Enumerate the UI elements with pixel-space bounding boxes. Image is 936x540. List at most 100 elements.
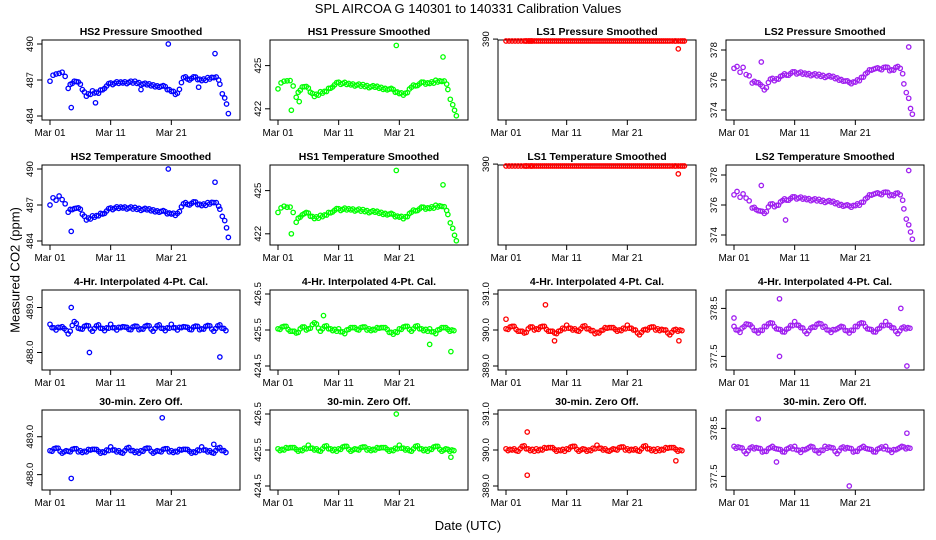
x-tick-label: Mar 11 [95, 253, 126, 264]
data-point [907, 105, 914, 112]
plot-frame [269, 39, 469, 121]
y-tick-label: 378.5 [709, 297, 720, 321]
data-point [509, 323, 515, 330]
plot-frame [725, 409, 925, 491]
data-point [673, 457, 679, 464]
x-tick-label: Mar 21 [612, 378, 644, 389]
data-point [679, 447, 685, 454]
data-point [360, 444, 366, 450]
data-point [618, 444, 625, 450]
page-title: SPL AIRCOA G 140301 to 140331 Calibratio… [314, 1, 622, 16]
data-point [210, 74, 217, 81]
data-points [503, 163, 688, 177]
data-points [47, 41, 232, 117]
data-point [402, 323, 409, 330]
data-point [217, 206, 223, 213]
data-point [528, 38, 535, 44]
x-tick-label: Mar 11 [551, 498, 582, 509]
x-tick-label: Mar 21 [384, 498, 416, 509]
x-tick-label: Mar 21 [384, 378, 416, 389]
data-point [221, 217, 228, 224]
data-points [731, 167, 916, 243]
data-point [675, 46, 682, 52]
data-point [451, 232, 458, 239]
data-point [903, 89, 910, 96]
x-tick-label: Mar 01 [262, 498, 294, 509]
data-point [449, 101, 456, 108]
data-point [527, 324, 534, 330]
panel-title: HS1 Pressure Smoothed [308, 26, 431, 38]
data-point [503, 163, 509, 169]
data-point [679, 327, 685, 334]
chart-panel: LS1 Pressure Smoothed Mar 01 Mar 11 Mar 21 3… [481, 26, 697, 139]
data-point [440, 181, 446, 188]
data-point [909, 236, 916, 243]
chart-panel: 30-min. Zero Off. Mar 01 Mar 11 Mar 21 488.0… [25, 396, 241, 509]
data-points [275, 312, 457, 355]
x-tick-label: Mar 11 [95, 378, 126, 389]
data-point [763, 84, 770, 91]
x-tick-label: Mar 21 [840, 378, 872, 389]
x-tick-label: Mar 11 [95, 498, 126, 509]
x-tick-label: Mar 01 [718, 253, 750, 264]
data-point [47, 78, 53, 85]
plot-frame [497, 39, 697, 121]
x-tick-label: Mar 11 [323, 378, 354, 389]
x-tick-label: Mar 21 [156, 378, 188, 389]
data-point [734, 63, 740, 70]
y-tick-label: 425 [253, 183, 264, 199]
data-point [453, 112, 460, 119]
data-point [56, 70, 62, 77]
data-point [62, 200, 69, 207]
data-points [503, 38, 688, 52]
data-point [393, 411, 400, 417]
plot-frame [725, 289, 925, 371]
data-point [907, 325, 913, 332]
data-points [275, 167, 460, 244]
data-point [281, 203, 287, 210]
data-point [679, 38, 686, 44]
data-point [71, 445, 78, 452]
data-point [223, 327, 229, 334]
data-point [77, 81, 84, 88]
y-tick-label: 390 [481, 31, 492, 47]
data-point [445, 86, 451, 93]
data-point [512, 38, 518, 44]
data-point [281, 323, 287, 330]
data-point [47, 202, 53, 208]
x-tick-label: Mar 01 [262, 253, 294, 264]
data-point [542, 301, 549, 308]
data-point [588, 327, 594, 334]
data-point [523, 163, 529, 169]
y-tick-label: 424.5 [253, 354, 264, 378]
data-point [176, 86, 183, 93]
data-points [47, 166, 232, 241]
data-point [897, 191, 904, 198]
plot-frame [497, 164, 697, 246]
x-tick-label: Mar 11 [323, 498, 354, 509]
chart-panel: 30-min. Zero Off. Mar 01 Mar 11 Mar 21 424.5… [253, 396, 469, 509]
panel-title: LS2 Pressure Smoothed [764, 26, 885, 38]
data-point [512, 163, 518, 169]
data-point [217, 81, 223, 88]
data-point [758, 182, 765, 189]
data-point [528, 163, 535, 169]
x-tick-label: Mar 11 [323, 128, 354, 139]
y-tick-label: 424.5 [253, 474, 264, 498]
data-point [73, 320, 80, 327]
data-point [776, 295, 783, 302]
data-point [447, 220, 454, 226]
data-points [275, 42, 460, 119]
chart-panel: 4-Hr. Interpolated 4-Pt. Cal. Mar 01 Mar 1… [253, 276, 469, 389]
x-tick-label: Mar 01 [490, 498, 522, 509]
chart-panel: HS2 Pressure Smoothed Mar 01 Mar 11 Mar 21 4… [25, 26, 241, 139]
x-tick-label: Mar 21 [840, 498, 872, 509]
y-tick-label: 426.5 [253, 402, 264, 426]
y-tick-label: 488.0 [25, 463, 36, 487]
data-point [905, 167, 912, 174]
data-point [59, 69, 65, 76]
data-point [451, 447, 457, 454]
chart-panel: 4-Hr. Interpolated 4-Pt. Cal. Mar 01 Mar 1… [25, 276, 241, 389]
data-point [676, 337, 682, 344]
